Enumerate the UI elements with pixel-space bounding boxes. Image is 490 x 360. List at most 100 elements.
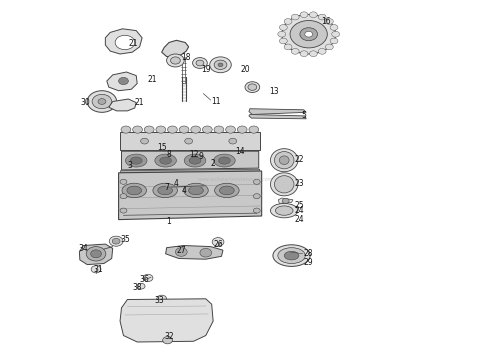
Ellipse shape — [226, 126, 236, 133]
Circle shape — [86, 247, 106, 261]
Circle shape — [300, 12, 308, 18]
Circle shape — [248, 84, 257, 90]
Ellipse shape — [219, 157, 230, 164]
Circle shape — [191, 154, 196, 159]
Text: 22: 22 — [294, 154, 304, 163]
Circle shape — [330, 24, 338, 30]
Polygon shape — [166, 246, 223, 259]
Circle shape — [109, 236, 123, 246]
Ellipse shape — [273, 245, 310, 266]
Circle shape — [157, 295, 167, 302]
Ellipse shape — [144, 126, 154, 133]
Circle shape — [330, 38, 338, 44]
Circle shape — [305, 31, 313, 37]
Circle shape — [153, 152, 159, 156]
Polygon shape — [278, 198, 293, 203]
Ellipse shape — [127, 186, 142, 195]
Circle shape — [87, 91, 117, 112]
Circle shape — [137, 283, 145, 289]
Text: 25: 25 — [294, 201, 304, 210]
Polygon shape — [105, 29, 142, 54]
Text: 36: 36 — [140, 274, 149, 284]
Text: 30: 30 — [81, 98, 91, 107]
Text: 1: 1 — [167, 217, 172, 226]
Polygon shape — [121, 169, 260, 173]
Ellipse shape — [158, 186, 172, 195]
Circle shape — [171, 153, 177, 158]
Ellipse shape — [275, 206, 293, 215]
Ellipse shape — [153, 183, 177, 198]
Circle shape — [310, 12, 318, 18]
Ellipse shape — [279, 156, 289, 165]
Circle shape — [282, 198, 289, 203]
Polygon shape — [119, 171, 262, 220]
Text: 9: 9 — [198, 152, 203, 161]
Circle shape — [291, 14, 299, 20]
Text: 11: 11 — [211, 97, 220, 106]
Circle shape — [167, 54, 184, 67]
Circle shape — [210, 57, 231, 73]
Polygon shape — [162, 40, 189, 57]
Polygon shape — [109, 99, 136, 111]
Text: 24: 24 — [294, 215, 304, 224]
Ellipse shape — [133, 126, 143, 133]
Ellipse shape — [215, 183, 239, 198]
Ellipse shape — [202, 126, 212, 133]
Text: 29: 29 — [304, 258, 314, 267]
Text: 27: 27 — [176, 246, 186, 255]
Ellipse shape — [274, 176, 294, 193]
Circle shape — [253, 179, 260, 184]
Circle shape — [253, 194, 260, 199]
Circle shape — [91, 266, 101, 273]
Circle shape — [141, 138, 148, 144]
Text: 15: 15 — [157, 143, 167, 152]
Text: 2: 2 — [211, 159, 216, 168]
Circle shape — [214, 60, 227, 69]
Text: 33: 33 — [154, 296, 164, 305]
Text: 35: 35 — [120, 235, 130, 244]
Circle shape — [291, 49, 299, 54]
Circle shape — [164, 184, 171, 189]
Ellipse shape — [284, 251, 299, 260]
Text: 26: 26 — [213, 240, 223, 249]
Ellipse shape — [270, 149, 298, 172]
Text: 21: 21 — [147, 75, 157, 84]
Circle shape — [196, 60, 204, 66]
Circle shape — [185, 138, 193, 144]
Ellipse shape — [237, 126, 247, 133]
Text: 38: 38 — [132, 284, 142, 292]
Ellipse shape — [278, 248, 305, 264]
Text: 21: 21 — [135, 98, 145, 107]
Text: 18: 18 — [181, 53, 191, 62]
Circle shape — [98, 99, 106, 104]
Text: www.autopartswarehouse.com: www.autopartswarehouse.com — [197, 177, 273, 183]
Text: 20: 20 — [240, 65, 250, 74]
Circle shape — [218, 63, 223, 67]
Ellipse shape — [214, 126, 224, 133]
Ellipse shape — [184, 183, 208, 198]
Circle shape — [253, 208, 260, 213]
Circle shape — [300, 51, 308, 57]
Ellipse shape — [189, 157, 201, 164]
Circle shape — [119, 77, 128, 85]
Circle shape — [120, 194, 127, 199]
Text: 7: 7 — [164, 183, 169, 192]
Text: 4: 4 — [181, 186, 186, 195]
Text: 34: 34 — [78, 244, 88, 253]
Circle shape — [279, 38, 287, 44]
Text: 14: 14 — [235, 148, 245, 156]
Text: 31: 31 — [93, 266, 103, 274]
Text: 12: 12 — [189, 150, 198, 159]
Circle shape — [284, 19, 292, 24]
Circle shape — [112, 238, 120, 244]
Polygon shape — [122, 151, 259, 170]
Ellipse shape — [179, 126, 189, 133]
Circle shape — [229, 138, 237, 144]
Circle shape — [245, 82, 260, 93]
Circle shape — [278, 31, 286, 37]
Ellipse shape — [155, 154, 176, 167]
Polygon shape — [120, 299, 213, 342]
Circle shape — [279, 24, 287, 30]
Ellipse shape — [270, 203, 298, 218]
Circle shape — [332, 31, 340, 37]
